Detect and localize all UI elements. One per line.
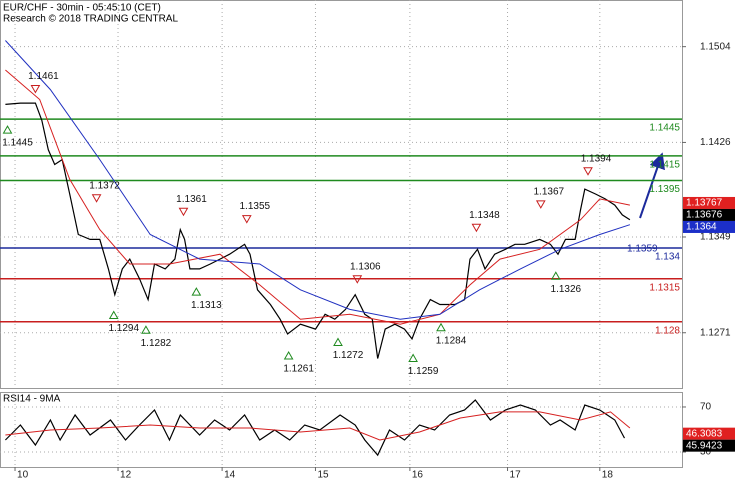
high-marker <box>535 200 546 209</box>
low-marker <box>408 353 418 362</box>
low-marker <box>436 322 446 332</box>
series-line <box>4 399 626 457</box>
low-marker <box>2 125 13 134</box>
last-value-box <box>683 220 735 233</box>
forecast-arrow <box>639 152 665 219</box>
last-value-label: 1.13676 <box>686 210 723 221</box>
low-marker <box>333 337 343 347</box>
level-label: 1.128 <box>655 325 680 336</box>
y-tick-label: 1.1271 <box>700 327 731 338</box>
low-label: 1.1326 <box>551 284 582 295</box>
level-label: 1.1415 <box>649 160 680 171</box>
rsi-frame <box>0 392 683 468</box>
high-marker <box>352 275 363 284</box>
low-marker <box>191 287 202 296</box>
high-marker <box>30 84 41 94</box>
high-label: 1.1355 <box>239 201 270 212</box>
level-label: 1.1445 <box>649 123 680 134</box>
x-tick-label: 12 <box>120 470 132 480</box>
y-tick-label: 1.1426 <box>700 137 731 148</box>
rsi-title: RSI14 - 9MA <box>3 394 61 405</box>
y-tick-label: 30 <box>700 447 712 458</box>
low-marker <box>108 310 119 320</box>
y-tick-label: 1.1349 <box>700 232 731 243</box>
low-label: 1.1284 <box>436 335 467 346</box>
high-label: 1.1367 <box>533 187 564 198</box>
y-tick-label: 1.1504 <box>700 41 731 52</box>
last-value-box <box>683 208 735 221</box>
high-marker <box>91 194 102 203</box>
high-label: 1.1394 <box>581 153 612 164</box>
high-label: 1.1306 <box>350 261 381 272</box>
x-tick-label: 18 <box>602 470 614 480</box>
low-label: 1.1282 <box>141 338 172 349</box>
high-marker <box>471 223 482 233</box>
low-label: 1.1445 <box>2 138 33 149</box>
high-marker <box>178 207 189 217</box>
high-label: 1.1348 <box>469 210 500 221</box>
last-value-box <box>683 427 735 440</box>
level-label: 1.1395 <box>649 184 680 195</box>
low-label: 1.1259 <box>408 366 439 377</box>
y-tick-label: 70 <box>700 402 712 413</box>
high-label: 1.1372 <box>89 180 120 191</box>
level-label: 1.1315 <box>649 282 680 293</box>
high-label: 1.1361 <box>176 194 207 205</box>
low-label: 1.1313 <box>191 300 222 311</box>
high-marker <box>241 215 252 224</box>
x-tick-label: 14 <box>224 470 236 480</box>
high-marker <box>583 167 593 176</box>
last-value-box <box>683 439 735 452</box>
last-value-box <box>683 196 735 209</box>
last-value-label: 1.13767 <box>686 198 723 209</box>
last-value-label: 1.1364 <box>686 222 717 233</box>
low-marker <box>550 271 561 280</box>
low-label: 1.1272 <box>333 350 364 361</box>
x-tick-label: 10 <box>17 470 29 480</box>
low-label: 1.1261 <box>283 364 314 375</box>
last-value-label: 45.9423 <box>686 440 723 451</box>
series-line <box>5 102 631 359</box>
last-value-label: 46.3083 <box>686 428 723 439</box>
x-tick-label: 17 <box>510 470 522 480</box>
low-marker <box>283 351 294 360</box>
level-note: 1.1359 <box>627 244 658 255</box>
x-tick-label: 16 <box>412 470 424 480</box>
chart-subtitle: Research © 2018 TRADING CENTRAL <box>3 14 178 25</box>
chart-title: EUR/CHF - 30min - 05:45:10 (CET) <box>3 3 161 14</box>
series-line <box>5 411 631 441</box>
high-label: 1.1461 <box>28 71 59 82</box>
x-tick-label: 15 <box>317 470 329 480</box>
low-marker <box>141 325 151 334</box>
low-label: 1.1294 <box>108 323 139 334</box>
series-line <box>5 40 631 320</box>
main-frame <box>0 0 683 389</box>
level-label: 1.134 <box>655 252 680 263</box>
series-line <box>5 69 631 325</box>
